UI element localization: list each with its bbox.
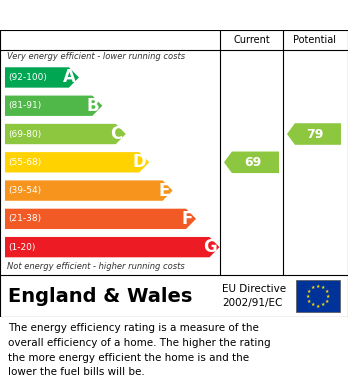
Text: England & Wales: England & Wales xyxy=(8,287,192,305)
Polygon shape xyxy=(5,95,102,116)
Polygon shape xyxy=(5,209,196,229)
Text: Not energy efficient - higher running costs: Not energy efficient - higher running co… xyxy=(7,262,185,271)
Polygon shape xyxy=(5,152,149,172)
Text: (69-80): (69-80) xyxy=(8,129,41,138)
Text: 79: 79 xyxy=(306,127,324,140)
Text: (55-68): (55-68) xyxy=(8,158,41,167)
Text: (21-38): (21-38) xyxy=(8,214,41,223)
Text: ★: ★ xyxy=(316,283,320,289)
Text: E: E xyxy=(158,181,169,199)
Polygon shape xyxy=(5,237,220,257)
Text: EU Directive: EU Directive xyxy=(222,284,286,294)
Text: A: A xyxy=(63,68,76,86)
Polygon shape xyxy=(224,152,279,173)
Text: ★: ★ xyxy=(321,285,325,290)
Text: (92-100): (92-100) xyxy=(8,73,47,82)
Text: ★: ★ xyxy=(321,302,325,307)
Text: 2002/91/EC: 2002/91/EC xyxy=(222,298,282,308)
Text: Potential: Potential xyxy=(293,35,335,45)
Text: F: F xyxy=(182,210,193,228)
Text: Very energy efficient - lower running costs: Very energy efficient - lower running co… xyxy=(7,52,185,61)
Text: (39-54): (39-54) xyxy=(8,186,41,195)
Text: ★: ★ xyxy=(316,303,320,308)
Text: ★: ★ xyxy=(311,285,315,290)
Text: G: G xyxy=(203,238,216,256)
Text: B: B xyxy=(87,97,99,115)
Text: 69: 69 xyxy=(244,156,261,169)
Polygon shape xyxy=(5,67,79,88)
Polygon shape xyxy=(287,123,341,145)
Text: C: C xyxy=(111,125,123,143)
Text: ★: ★ xyxy=(307,289,311,294)
Text: ★: ★ xyxy=(324,298,329,303)
Text: (1-20): (1-20) xyxy=(8,243,35,252)
Polygon shape xyxy=(5,180,173,201)
Bar xyxy=(296,280,340,312)
Text: Current: Current xyxy=(233,35,270,45)
Text: Energy Efficiency Rating: Energy Efficiency Rating xyxy=(9,7,219,23)
Text: (81-91): (81-91) xyxy=(8,101,41,110)
Text: ★: ★ xyxy=(307,298,311,303)
Text: ★: ★ xyxy=(324,289,329,294)
Text: D: D xyxy=(133,153,146,171)
Polygon shape xyxy=(5,124,126,144)
Text: ★: ★ xyxy=(306,294,310,298)
Text: The energy efficiency rating is a measure of the
overall efficiency of a home. T: The energy efficiency rating is a measur… xyxy=(8,323,271,377)
Text: ★: ★ xyxy=(326,294,330,298)
Text: ★: ★ xyxy=(311,302,315,307)
